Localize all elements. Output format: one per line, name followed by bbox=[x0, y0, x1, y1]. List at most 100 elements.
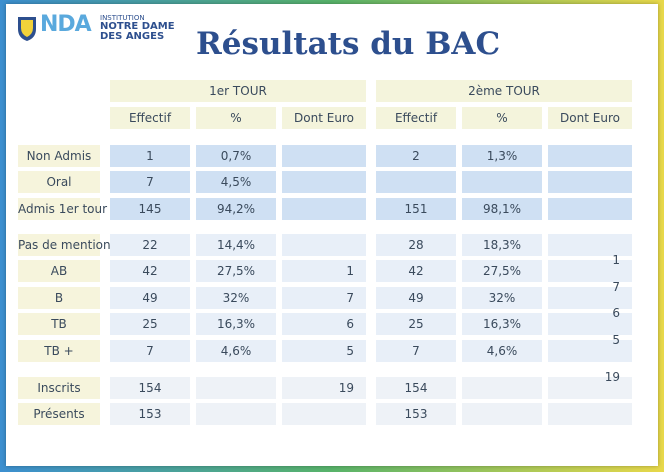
cell-value: 145 bbox=[138, 201, 162, 216]
cell-value: 6 bbox=[346, 317, 354, 332]
cell-value: 25 bbox=[408, 317, 424, 332]
column-header: % bbox=[196, 107, 276, 129]
cell-value: 1,3% bbox=[486, 149, 518, 163]
cell bbox=[196, 339, 276, 362]
row-label: Oral bbox=[18, 171, 100, 194]
cell bbox=[110, 313, 190, 336]
cell-value: 19 bbox=[338, 381, 354, 395]
cell bbox=[282, 234, 366, 256]
cell bbox=[110, 145, 190, 167]
cell-value: 4,6% bbox=[486, 343, 518, 358]
cell bbox=[548, 234, 632, 256]
row-label: Admis 1er tour bbox=[18, 197, 107, 220]
cell-value: 5 bbox=[346, 343, 354, 358]
cell-value: 22 bbox=[142, 238, 158, 252]
cell bbox=[548, 403, 632, 426]
page: NDA INSTITUTION NOTRE DAME DES ANGES Résu… bbox=[6, 4, 658, 466]
logo-shield bbox=[18, 17, 36, 41]
cell-value: 27,5% bbox=[482, 264, 522, 279]
row-label: Pas de mention bbox=[18, 234, 111, 256]
column-header: % bbox=[462, 107, 542, 129]
cell-value: 49 bbox=[142, 290, 158, 305]
name-line: DES ANGES bbox=[100, 31, 165, 42]
cell-value: 14,4% bbox=[216, 238, 256, 252]
cell-value: 2 bbox=[412, 149, 420, 163]
cell bbox=[196, 260, 276, 283]
cell bbox=[196, 377, 276, 399]
cell bbox=[282, 197, 366, 220]
cell bbox=[110, 197, 190, 220]
cell bbox=[376, 377, 456, 399]
institution: INSTITUTION bbox=[100, 14, 145, 22]
cell bbox=[376, 403, 456, 426]
row-label: AB bbox=[18, 260, 100, 283]
cell bbox=[282, 377, 366, 399]
cell bbox=[110, 234, 190, 256]
cell bbox=[462, 377, 542, 399]
row-label: Non Admis bbox=[18, 145, 100, 167]
row-label: Présents bbox=[18, 403, 100, 426]
cell bbox=[376, 339, 456, 362]
cell-value: 154 bbox=[404, 381, 428, 395]
cell-value: 6 bbox=[612, 306, 620, 321]
cell-value: 0,7% bbox=[220, 149, 252, 163]
cell bbox=[462, 145, 542, 167]
row-label: TB + bbox=[18, 339, 100, 362]
title: Résultats du BAC bbox=[196, 26, 501, 62]
cell-value: 1 bbox=[146, 149, 154, 163]
cell-value: 4,5% bbox=[220, 175, 252, 190]
cell-value: 42 bbox=[142, 264, 158, 279]
cell bbox=[110, 377, 190, 399]
group-header: 2ème TOUR bbox=[376, 80, 632, 102]
cell bbox=[282, 286, 366, 309]
cell bbox=[462, 403, 542, 426]
cell-value: 153 bbox=[404, 407, 428, 422]
cell bbox=[376, 313, 456, 336]
cell-value: 154 bbox=[138, 381, 162, 395]
cell-value: 19 bbox=[604, 370, 620, 384]
cell bbox=[110, 339, 190, 362]
cell bbox=[110, 171, 190, 194]
cell-value: 32% bbox=[222, 290, 250, 305]
institution-name: NOTRE DAME DES ANGES bbox=[100, 22, 175, 42]
cell-value: 153 bbox=[138, 407, 162, 422]
cell bbox=[462, 339, 542, 362]
cell-value: 98,1% bbox=[482, 201, 522, 216]
cell bbox=[282, 339, 366, 362]
cell bbox=[376, 171, 456, 194]
cell-value: 5 bbox=[612, 332, 620, 347]
cell bbox=[548, 286, 632, 309]
cell-value: 4,6% bbox=[220, 343, 252, 358]
cell bbox=[462, 260, 542, 283]
cell-value: 27,5% bbox=[216, 264, 256, 279]
cell bbox=[110, 286, 190, 309]
logo-text: NDA bbox=[40, 12, 92, 37]
column-header: Dont Euro bbox=[282, 107, 366, 129]
cell bbox=[196, 197, 276, 220]
cell bbox=[196, 171, 276, 194]
cell bbox=[462, 234, 542, 256]
cell-value: 151 bbox=[404, 201, 428, 216]
cell bbox=[462, 286, 542, 309]
cell bbox=[376, 145, 456, 167]
cell bbox=[196, 403, 276, 426]
cell bbox=[196, 234, 276, 256]
row-label: Inscrits bbox=[18, 377, 100, 399]
cell-value: 7 bbox=[346, 290, 354, 305]
cell bbox=[282, 171, 366, 194]
cell bbox=[110, 403, 190, 426]
cell-value: 18,3% bbox=[482, 238, 522, 252]
cell bbox=[282, 145, 366, 167]
cell-value: 25 bbox=[142, 317, 158, 332]
cell-value: 16,3% bbox=[216, 317, 256, 332]
cell bbox=[462, 171, 542, 194]
cell bbox=[282, 313, 366, 336]
cell bbox=[196, 286, 276, 309]
cell bbox=[548, 197, 632, 220]
cell-value: 16,3% bbox=[482, 317, 522, 332]
cell-value: 7 bbox=[146, 175, 154, 190]
row-label: TB bbox=[18, 313, 100, 336]
cell bbox=[548, 377, 632, 399]
cell bbox=[196, 313, 276, 336]
cell-value: 7 bbox=[612, 279, 620, 294]
